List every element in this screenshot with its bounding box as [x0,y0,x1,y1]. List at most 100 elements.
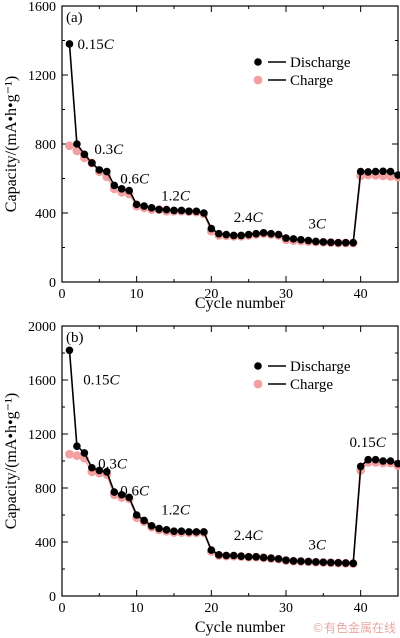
rate-annotation: 0.6C [120,483,150,499]
y-tick-label: 1200 [28,69,56,84]
data-point-discharge [80,449,89,457]
legend-label-charge: Charge [290,377,333,393]
data-point-discharge [192,207,201,216]
data-point-discharge [386,167,395,176]
data-point-discharge [304,236,313,245]
data-point-charge [65,141,74,151]
data-point-discharge [319,238,328,246]
data-point-discharge [341,238,350,247]
rate-annotation: 1.2C [161,502,191,518]
data-point-discharge [229,551,238,560]
data-point-discharge [222,551,231,560]
rate-annotation: 1.2C [161,189,191,205]
data-point-discharge [215,551,223,559]
data-point-discharge [147,204,156,212]
legend-label-charge: Charge [290,73,333,89]
data-point-discharge [244,230,253,239]
rate-annotation: 0.3C [94,142,124,158]
legend-marker-charge [253,75,263,85]
legend-marker-discharge [254,362,262,370]
data-point-discharge [88,159,96,167]
data-point-discharge [319,558,328,567]
data-point-discharge [371,167,380,176]
data-point-discharge [117,490,126,499]
data-point-discharge [132,200,141,209]
data-point-discharge [125,186,133,195]
data-point-discharge [207,224,216,233]
data-point-discharge [282,556,290,565]
data-point-discharge [297,235,305,244]
panel-label: (b) [66,330,84,346]
data-point-discharge [364,455,372,464]
x-tick-label: 30 [279,287,293,302]
data-point-discharge [282,234,290,242]
data-point-discharge [304,557,313,566]
data-point-discharge [155,524,163,533]
panel-label: (a) [66,10,83,26]
legend-label-discharge: Discharge [290,359,351,375]
data-point-discharge [207,546,216,554]
data-point-discharge [155,205,163,214]
data-point-discharge [162,526,171,534]
data-point-discharge [312,237,320,246]
y-tick-label: 1600 [28,0,56,15]
data-point-discharge [192,528,201,536]
x-tick-label: 10 [130,601,144,616]
data-point-discharge [252,553,260,561]
rate-annotation: 0.3C [98,456,128,472]
data-point-discharge [379,167,387,176]
data-point-discharge [117,185,126,193]
x-tick-label: 0 [59,287,66,302]
data-point-discharge [379,457,387,465]
data-point-discharge [103,468,111,476]
data-point-discharge [73,442,81,450]
data-point-discharge [177,206,186,215]
x-tick-label: 40 [354,287,368,302]
x-tick-label: 20 [204,287,218,302]
rate-annotation: 3C [308,537,327,553]
data-point-discharge [229,231,238,240]
data-point-discharge [140,202,148,210]
data-point-discharge [140,516,148,525]
y-axis-title: Capacity/(mA•h•g⁻¹) [3,393,20,529]
y-tick-label: 400 [35,207,56,222]
y-axis-title: Capacity/(mA•h•g⁻¹) [3,76,20,212]
data-point-discharge [103,167,111,176]
data-point-charge [72,146,82,156]
data-point-discharge [222,230,231,239]
data-point-discharge [110,181,119,190]
data-point-discharge [274,555,283,563]
x-tick-label: 30 [279,601,293,616]
data-point-discharge [147,522,156,530]
rate-annotation: 0.6C [120,171,150,187]
data-point-discharge [289,557,298,565]
data-point-discharge [267,229,275,238]
data-point-discharge [349,559,358,568]
rate-annotation: 2.4C [234,210,264,226]
data-point-discharge [371,455,380,464]
data-point-discharge [349,238,358,247]
data-point-discharge [289,235,298,243]
x-tick-label: 0 [59,601,66,616]
data-point-discharge [65,346,74,355]
y-tick-label: 400 [35,536,56,551]
data-point-discharge [80,150,89,159]
data-point-discharge [274,230,283,239]
data-point-discharge [200,209,208,217]
data-point-discharge [73,140,81,148]
data-point-discharge [297,557,305,565]
data-point-discharge [334,238,343,247]
data-point-discharge [88,463,96,472]
data-point-discharge [185,207,193,216]
y-tick-label: 1200 [28,428,56,443]
legend-marker-discharge [254,58,262,66]
y-tick-label: 0 [49,590,56,605]
rate-annotation: 0.15C [77,37,114,53]
legend-marker-charge [253,379,263,389]
data-point-discharge [394,171,400,179]
data-point-discharge [170,527,178,535]
data-point-charge [72,451,82,460]
